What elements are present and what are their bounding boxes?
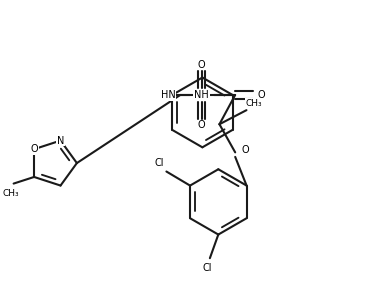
- Text: CH₃: CH₃: [245, 99, 262, 108]
- Text: O: O: [257, 90, 265, 100]
- Text: NH: NH: [194, 90, 209, 100]
- Text: N: N: [57, 136, 64, 146]
- Text: O: O: [198, 60, 205, 69]
- Text: O: O: [198, 120, 205, 130]
- Text: O: O: [30, 144, 38, 154]
- Text: CH₃: CH₃: [2, 189, 19, 198]
- Text: Cl: Cl: [202, 263, 212, 273]
- Text: S: S: [198, 90, 205, 100]
- Text: Cl: Cl: [155, 158, 164, 167]
- Text: O: O: [242, 145, 249, 155]
- Text: HN: HN: [161, 90, 175, 100]
